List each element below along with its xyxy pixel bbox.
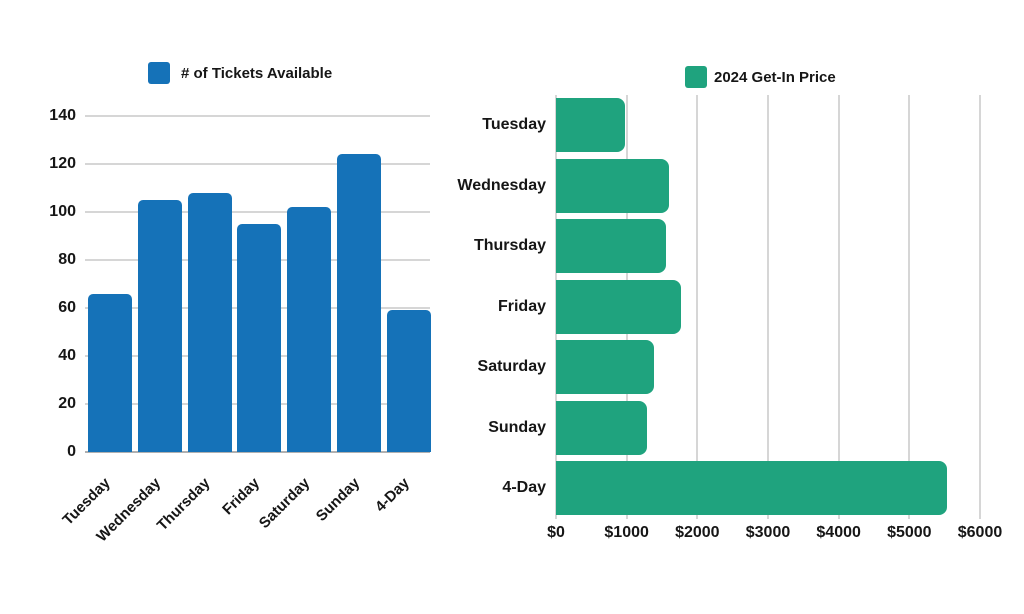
category-label-saturday: Saturday <box>477 358 546 376</box>
bar-friday <box>237 224 282 452</box>
tickets-y-axis-labels: 0 20 40 60 80 100 120 140 <box>28 107 76 460</box>
category-label-wednesday: Wednesday <box>457 176 546 194</box>
gridline-h-140 <box>85 115 430 117</box>
x-tick-label-0: $0 <box>547 524 565 541</box>
x-category-label-4-day: 4-Day <box>371 474 413 516</box>
price-category-labels: Tuesday Wednesday Thursday Friday Saturday Su… <box>440 95 546 519</box>
tickets-x-axis-labels: Tuesday Wednesday Thursday Friday Saturday Su… <box>60 460 430 570</box>
category-label-sunday: Sunday <box>488 418 546 436</box>
y-tick-label-80: 80 <box>58 251 76 268</box>
y-tick-label-140: 140 <box>49 107 76 124</box>
y-tick-label-100: 100 <box>49 203 76 220</box>
bar-thursday <box>187 192 232 452</box>
x-tick-label-2000: $2000 <box>675 524 720 541</box>
y-tick-label-120: 120 <box>49 155 76 172</box>
gridline-v-5000 <box>908 95 911 519</box>
gridline-v-6000 <box>979 95 981 519</box>
x-category-label-sunday: Sunday <box>312 474 364 525</box>
x-tick-label-4000: $4000 <box>816 524 861 541</box>
bar-saturday <box>287 207 332 452</box>
price-x-axis-labels: $0 $1000 $2000 $3000 $4000 $5000 $6000 <box>547 524 1002 548</box>
y-tick-label-0: 0 <box>67 443 76 460</box>
price-legend-swatch <box>685 66 707 88</box>
tickets-legend-label: # of Tickets Available <box>181 64 333 82</box>
gridline-h-100 <box>85 211 430 213</box>
bar-sunday <box>556 400 648 455</box>
y-tick-label-20: 20 <box>58 395 76 412</box>
category-label-tuesday: Tuesday <box>482 116 546 133</box>
tickets-legend: # of Tickets Available <box>148 62 332 84</box>
gridline-v-2000 <box>696 95 699 519</box>
bar-wednesday <box>556 158 670 213</box>
gridline-h-0 <box>85 451 430 453</box>
x-tick-label-1000: $1000 <box>604 524 649 541</box>
x-tick-label-5000: $5000 <box>887 524 932 541</box>
bar-thursday <box>556 219 666 274</box>
category-label-thursday: Thursday <box>473 237 546 255</box>
x-category-label-friday: Friday <box>219 474 264 519</box>
x-tick-label-6000: $6000 <box>957 524 1003 541</box>
bar-tuesday <box>556 98 625 152</box>
price-legend-label: 2024 Get-In Price <box>714 68 836 86</box>
x-category-label-saturday: Saturday <box>255 474 314 532</box>
tickets-legend-swatch <box>148 62 170 84</box>
bar-friday <box>556 279 682 334</box>
bar-wednesday <box>137 200 182 452</box>
x-category-label-thursday: Thursday <box>153 474 214 535</box>
price-plot-area <box>555 95 981 519</box>
category-label-friday: Friday <box>497 297 546 315</box>
bar-sunday <box>337 154 381 452</box>
bar-tuesday <box>88 293 132 452</box>
y-tick-label-60: 60 <box>58 299 76 316</box>
tickets-plot-area <box>85 115 431 453</box>
gridline-h-120 <box>85 163 430 165</box>
gridline-v-4000 <box>837 95 840 519</box>
bar-4-day <box>556 461 947 516</box>
x-tick-label-3000: $3000 <box>745 524 791 541</box>
bar-4-day <box>386 310 431 452</box>
y-tick-label-40: 40 <box>58 347 76 364</box>
bar-saturday <box>556 340 655 395</box>
gridline-v-3000 <box>767 95 769 519</box>
price-legend: 2024 Get-In Price <box>685 66 836 88</box>
category-label-4-day: 4-Day <box>502 479 546 497</box>
